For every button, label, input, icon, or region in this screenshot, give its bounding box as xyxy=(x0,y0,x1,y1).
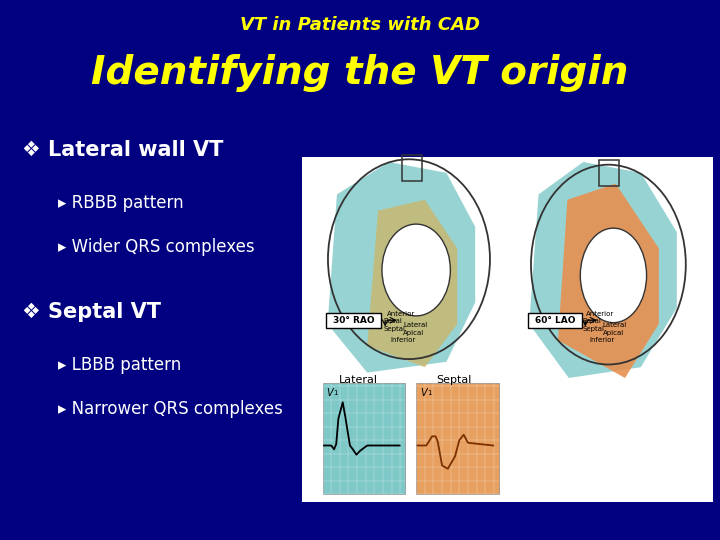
FancyBboxPatch shape xyxy=(323,383,405,494)
Text: Identifying the VT origin: Identifying the VT origin xyxy=(91,54,629,92)
Polygon shape xyxy=(529,162,677,378)
Text: Anterior: Anterior xyxy=(387,311,415,318)
Text: 60° LAO: 60° LAO xyxy=(535,316,575,325)
Text: Lateral: Lateral xyxy=(603,321,627,328)
Text: Anterior: Anterior xyxy=(586,311,614,318)
Text: 1: 1 xyxy=(427,390,431,396)
FancyBboxPatch shape xyxy=(528,313,582,328)
Text: Apical: Apical xyxy=(603,330,624,336)
Text: Basal: Basal xyxy=(383,318,402,325)
FancyBboxPatch shape xyxy=(302,157,713,502)
Text: VT in Patients with CAD: VT in Patients with CAD xyxy=(240,16,480,34)
Polygon shape xyxy=(367,200,457,367)
Text: V: V xyxy=(326,388,333,398)
FancyBboxPatch shape xyxy=(326,313,381,328)
Text: Septal: Septal xyxy=(436,375,472,386)
Text: ▸ LBBB pattern: ▸ LBBB pattern xyxy=(58,356,181,374)
Text: Inferior: Inferior xyxy=(589,337,614,343)
Text: Septal: Septal xyxy=(383,326,405,333)
Text: Lateral: Lateral xyxy=(403,321,428,328)
FancyBboxPatch shape xyxy=(416,383,499,494)
Polygon shape xyxy=(328,162,475,373)
Text: ❖ Lateral wall VT: ❖ Lateral wall VT xyxy=(22,140,223,160)
Text: ▸ Narrower QRS complexes: ▸ Narrower QRS complexes xyxy=(58,400,282,417)
Polygon shape xyxy=(558,184,659,378)
Ellipse shape xyxy=(580,228,647,322)
Ellipse shape xyxy=(382,224,451,316)
Text: ▸ RBBB pattern: ▸ RBBB pattern xyxy=(58,194,183,212)
Text: ▸ Wider QRS complexes: ▸ Wider QRS complexes xyxy=(58,238,254,255)
Text: Apical: Apical xyxy=(403,330,425,336)
Text: 30° RAO: 30° RAO xyxy=(333,316,374,325)
Text: Lateral: Lateral xyxy=(339,375,378,386)
Text: Septal: Septal xyxy=(582,326,605,333)
Text: ❖ Septal VT: ❖ Septal VT xyxy=(22,302,161,322)
Text: V: V xyxy=(420,388,426,398)
Text: 1: 1 xyxy=(333,390,338,396)
Text: Basal: Basal xyxy=(582,318,601,325)
Text: Inferior: Inferior xyxy=(390,337,415,343)
